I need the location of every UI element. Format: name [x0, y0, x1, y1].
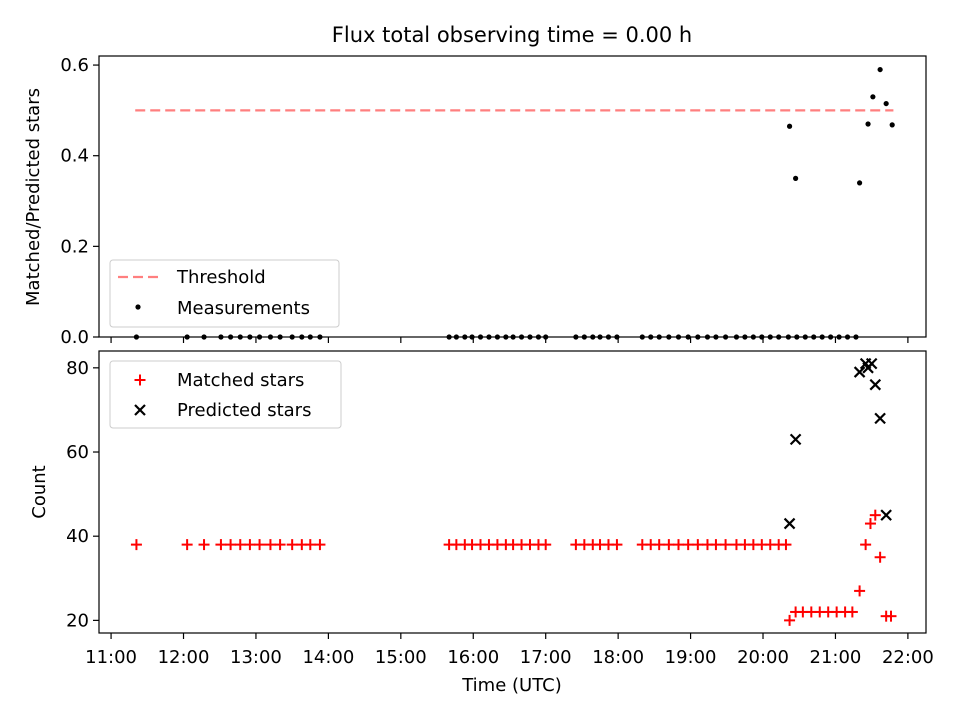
bottom-series: [130, 357, 897, 626]
legend-predicted-label: Predicted stars: [177, 400, 311, 421]
measurement-point: [870, 94, 876, 100]
matched-star-point: [181, 539, 193, 551]
x-tick-label: 18:00: [592, 647, 644, 668]
matched-star-point: [244, 539, 256, 551]
legend-predicted-swatch: [134, 404, 146, 416]
matched-star-point: [682, 539, 694, 551]
y-tick-label: 0.2: [60, 236, 89, 257]
x-tick-label: 21:00: [810, 647, 862, 668]
predicted-marker: [134, 404, 146, 416]
predicted-star-point: [853, 366, 866, 378]
matched-star-point: [314, 539, 326, 551]
matched-star-point: [846, 606, 858, 618]
matched-star-point: [869, 509, 881, 521]
x-tick-label: 22:00: [882, 647, 934, 668]
y-tick-label: 0.6: [60, 55, 89, 76]
matched-star-point: [254, 539, 266, 551]
measurement-point: [856, 180, 863, 186]
legend-measurements-swatch: [135, 304, 141, 310]
predicted-star-point: [874, 412, 886, 425]
top-axes-frame: [98, 55, 927, 338]
chart-title: Flux total observing time = 0.00 h: [332, 23, 692, 47]
bottom-axes-frame: [98, 350, 927, 634]
matched-star-point: [780, 539, 792, 551]
matched-star-point: [653, 539, 665, 551]
predicted-star-point: [869, 378, 882, 391]
y-tick-label: 20: [66, 610, 89, 631]
measurement-point: [865, 121, 871, 127]
predicted-star-point: [783, 517, 796, 530]
x-axis-label: Time (UTC): [461, 675, 562, 696]
x-tick-label: 17:00: [520, 647, 572, 668]
measurement-point: [883, 100, 889, 107]
bottom-y-axis: 20 40 60 80: [66, 358, 99, 631]
matched-star-point: [663, 539, 675, 551]
y-tick-label: 80: [66, 358, 89, 379]
x-tick-label: 15:00: [375, 647, 427, 668]
x-tick-label: 20:00: [737, 647, 789, 668]
measurement-point: [889, 122, 895, 128]
matched-star-point: [215, 539, 227, 551]
x-tick-label: 14:00: [302, 647, 354, 668]
y-tick-label: 0.4: [60, 146, 89, 167]
matched-star-point: [264, 539, 276, 551]
y-tick-label: 0.0: [60, 327, 89, 348]
top-legend: Threshold Measurements: [109, 259, 340, 328]
matched-star-point: [234, 539, 246, 551]
matched-star-point: [784, 614, 796, 626]
matched-star-point: [874, 551, 886, 563]
top-y-axis-label: Matched/Predicted stars: [23, 88, 44, 306]
x-tick-label: 13:00: [230, 647, 282, 668]
matched-star-point: [540, 539, 552, 551]
legend-threshold-label: Threshold: [176, 267, 266, 288]
legend-matched-swatch: [134, 374, 146, 386]
matched-star-point: [710, 539, 722, 551]
legend-measurements-label: Measurements: [177, 298, 310, 319]
matched-star-point: [885, 610, 897, 622]
predicted-star-point: [865, 357, 878, 370]
predicted-star-point: [880, 509, 892, 521]
matched-star-point: [864, 518, 876, 530]
measurement-point: [877, 66, 883, 73]
matched-star-point: [854, 585, 866, 597]
top-y-axis: 0.0 0.2 0.4 0.6: [60, 55, 99, 348]
bottom-legend-box: [109, 360, 342, 429]
matched-star-point: [304, 539, 316, 551]
y-tick-label: 60: [66, 442, 89, 463]
bottom-y-axis-label: Count: [29, 465, 50, 518]
x-tick-label: 16:00: [447, 647, 499, 668]
matched-star-point: [198, 539, 210, 551]
bottom-x-axis: 11:00 12:00 13:00 14:00 15:00 16:00 17:00 18:00…: [85, 633, 934, 668]
y-tick-label: 40: [66, 526, 89, 547]
matched-star-point: [673, 539, 685, 551]
matched-star-point: [286, 539, 298, 551]
measurement-point: [793, 175, 799, 181]
matched-star-point: [274, 539, 286, 551]
matched-star-point: [611, 539, 623, 551]
x-tick-label: 19:00: [665, 647, 717, 668]
matched-star-point: [720, 539, 732, 551]
bottom-legend: Matched stars Predicted stars: [109, 360, 342, 429]
matched-star-point: [860, 539, 872, 551]
top-panel: 0.0 0.2 0.4 0.6 Matched/Predicted stars Thr…: [23, 55, 927, 348]
matched-star-point: [130, 539, 142, 551]
x-tick-label: 11:00: [85, 647, 137, 668]
legend-matched-label: Matched stars: [177, 370, 304, 391]
matched-star-point: [692, 539, 704, 551]
top-legend-box: [109, 259, 340, 328]
predicted-star-point: [789, 433, 802, 446]
matched-marker: [134, 374, 146, 386]
x-tick-label: 12:00: [158, 647, 210, 668]
matched-star-point: [225, 539, 237, 551]
measurement-point: [786, 123, 793, 129]
